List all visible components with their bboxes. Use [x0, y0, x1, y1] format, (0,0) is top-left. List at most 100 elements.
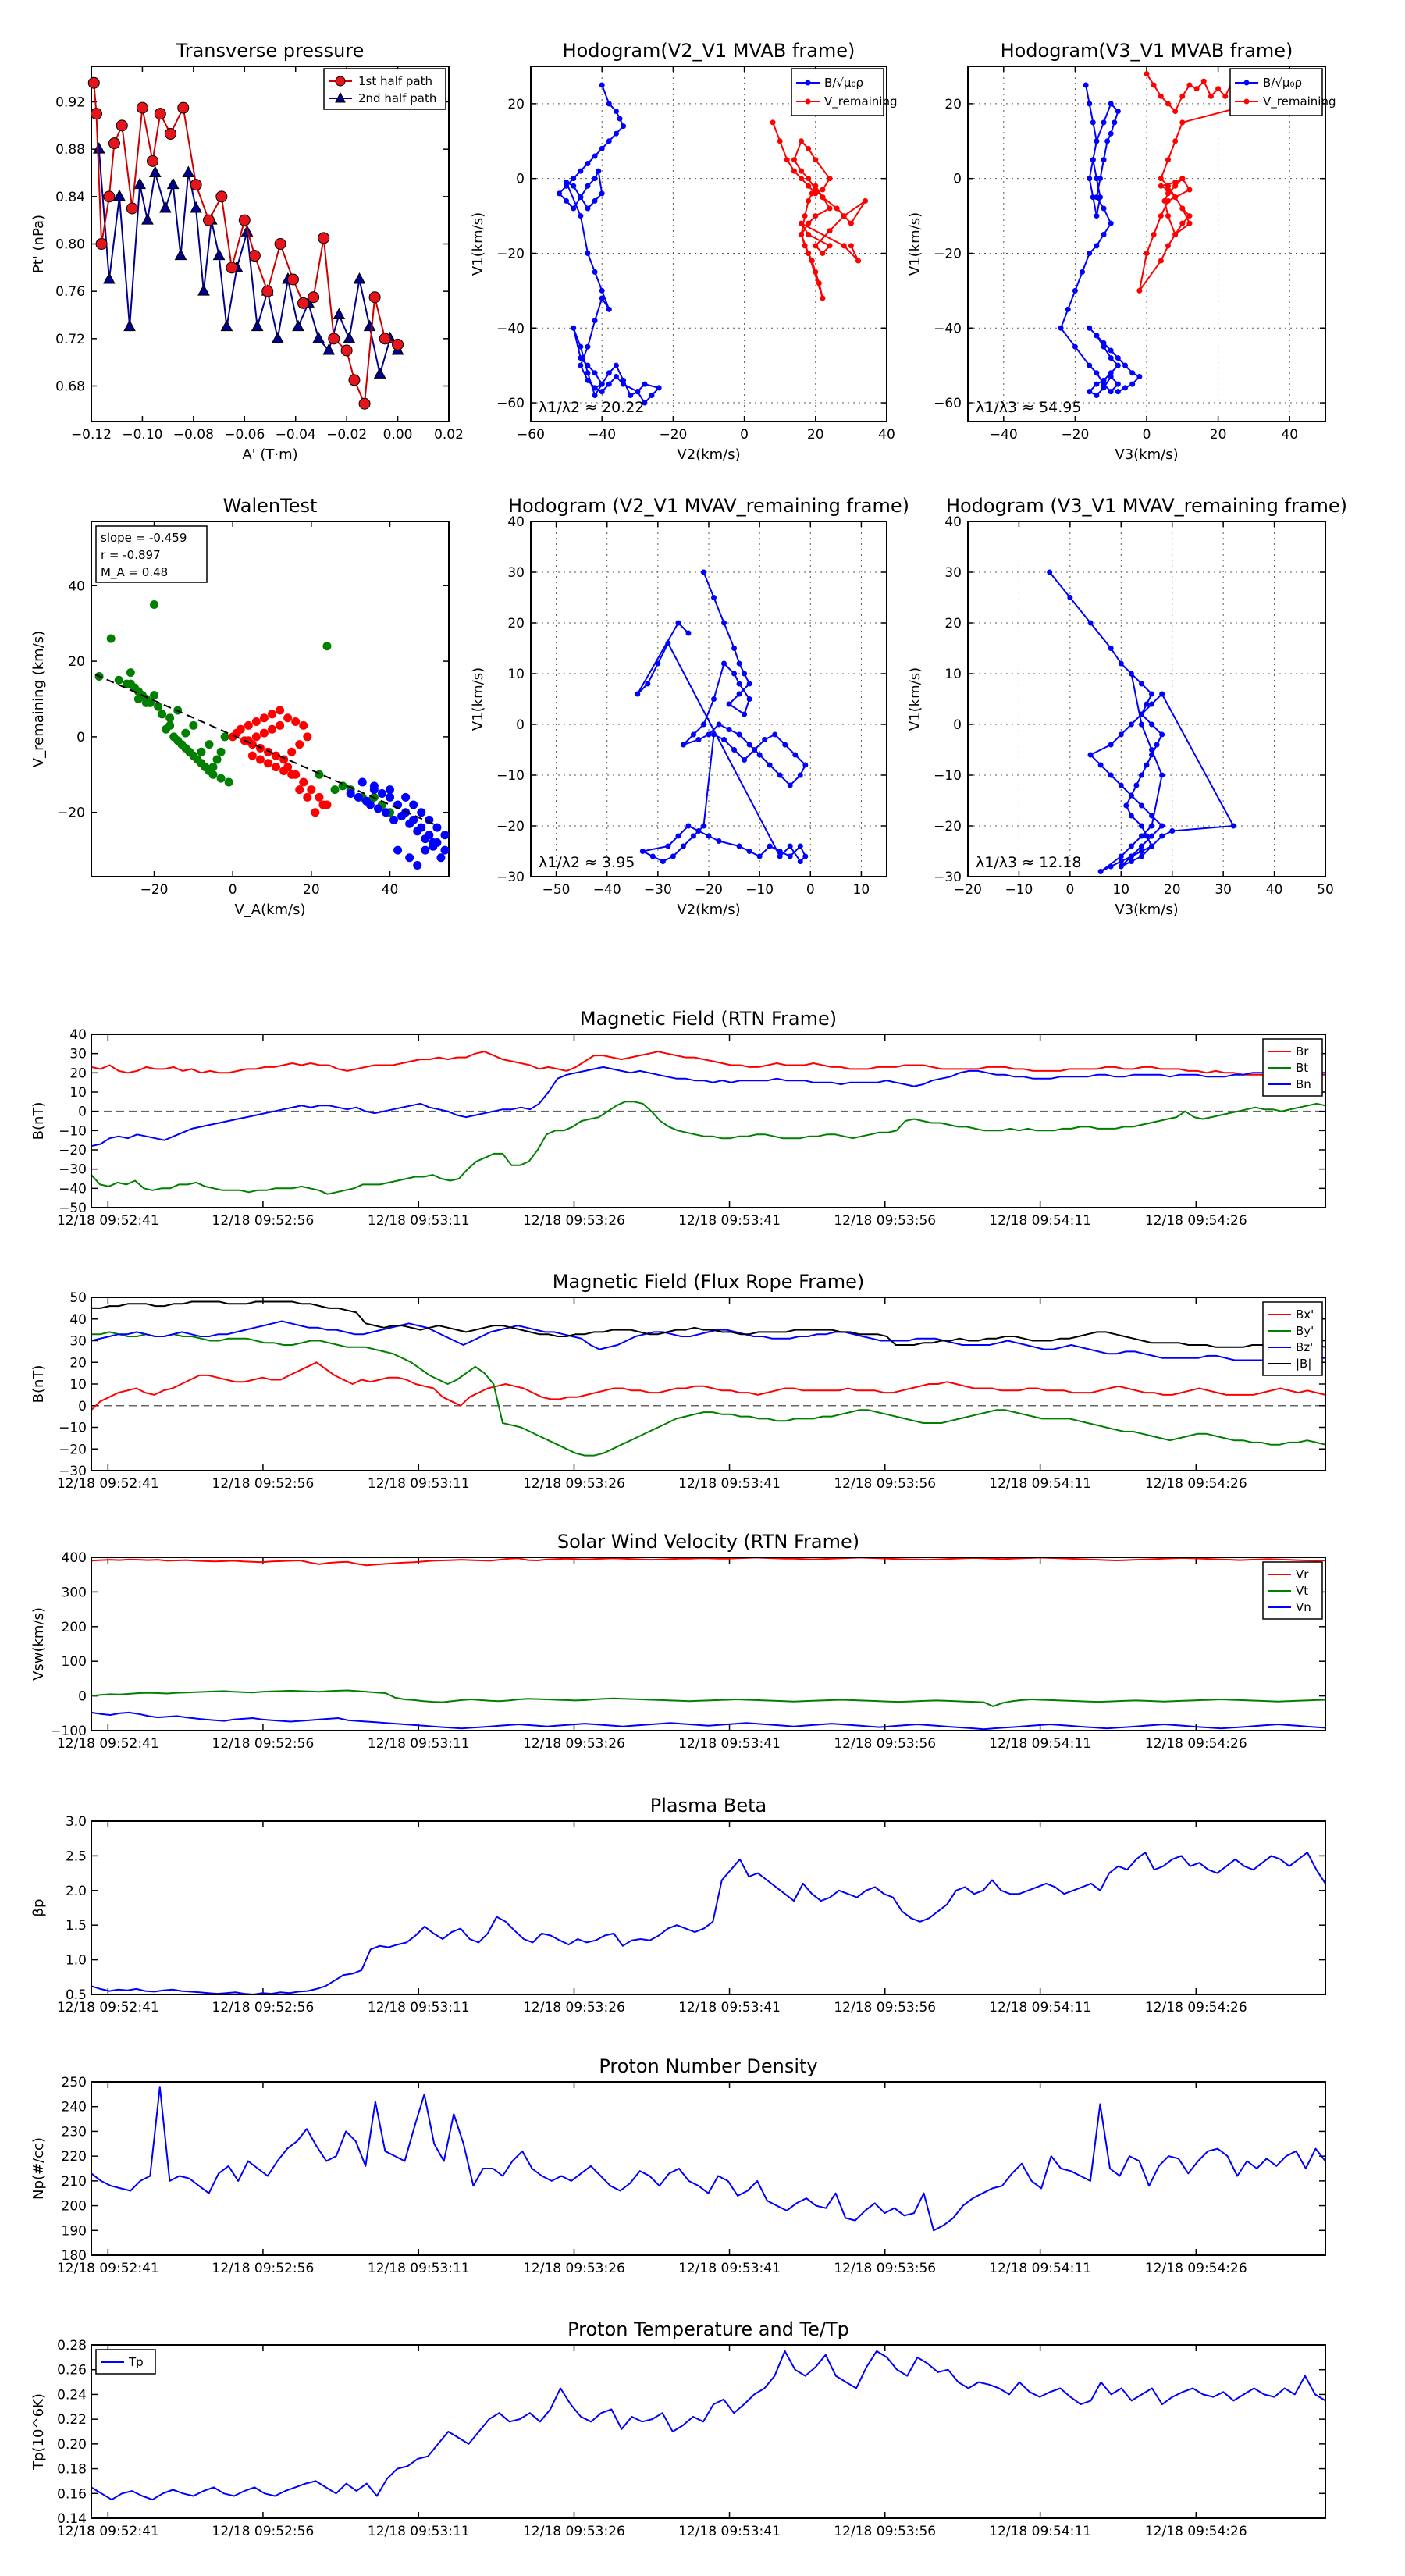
- time-tick-label: 12/18 09:53:11: [368, 2000, 470, 2016]
- path-point: [784, 157, 790, 163]
- path-point: [816, 280, 822, 286]
- path-point: [578, 168, 584, 174]
- path-point: [1165, 243, 1171, 249]
- path-point: [1108, 863, 1114, 870]
- time-tick-label: 12/18 09:52:41: [57, 2524, 159, 2539]
- time-tick-label: 12/18 09:54:11: [989, 1476, 1091, 1492]
- path-point: [797, 859, 803, 864]
- path-point: [599, 381, 605, 387]
- ytick-label: 200: [62, 2199, 87, 2215]
- axis-frame: [91, 66, 450, 422]
- ytick-label: 10: [69, 1377, 87, 1393]
- legend-label: V_remaining: [824, 94, 898, 109]
- scatter-point: [205, 740, 214, 749]
- path-point: [736, 681, 742, 687]
- path-point: [1149, 701, 1155, 707]
- time-tick-label: 12/18 09:54:11: [989, 1213, 1091, 1229]
- path-point: [1149, 752, 1155, 758]
- axis-xtick-label: 40: [1266, 882, 1283, 898]
- path-point: [621, 377, 627, 383]
- path-point: [564, 179, 570, 185]
- scatter-point: [251, 717, 261, 727]
- path-point: [1118, 863, 1124, 870]
- stats-box: [95, 525, 208, 583]
- path-point: [1108, 101, 1114, 107]
- path-point: [1097, 869, 1104, 874]
- path-point: [621, 123, 627, 130]
- scatter-point: [165, 720, 175, 730]
- path-point: [827, 228, 833, 234]
- path-point: [578, 362, 584, 368]
- time-tick-label: 12/18 09:54:11: [989, 1736, 1091, 1752]
- scatter-point: [181, 728, 190, 738]
- scatter-point: [287, 770, 297, 779]
- path-point: [1108, 389, 1114, 395]
- path-point: [1108, 772, 1114, 778]
- axis-xtick-label: 40: [1281, 427, 1298, 443]
- path-point: [1065, 306, 1071, 312]
- scatter-point: [315, 792, 324, 802]
- path-point: [1087, 362, 1093, 368]
- series-line-vn: [91, 1711, 1326, 1731]
- path-point: [787, 843, 793, 849]
- scatter-point: [263, 747, 272, 756]
- path-point: [1159, 833, 1165, 839]
- path-point: [746, 849, 752, 854]
- scatter-point: [303, 732, 312, 742]
- axis-xtick-label: 50: [1317, 882, 1334, 898]
- scatter-point: [369, 781, 379, 791]
- scatter-point: [276, 720, 285, 730]
- path-point: [606, 306, 612, 312]
- ytick-label: 40: [69, 1312, 87, 1328]
- axis-ytick-label: 0: [953, 717, 962, 733]
- triangle-point: [166, 177, 180, 190]
- series-line-vt: [91, 1689, 1326, 1707]
- axis-frame: [91, 2344, 1326, 2519]
- axis-ytick-label: 40: [507, 514, 525, 530]
- legend-label: Bx': [1296, 1308, 1314, 1322]
- stats-text: r = -0.897: [101, 548, 161, 562]
- path-point: [1087, 752, 1094, 758]
- series-line-bx: [91, 1361, 1326, 1411]
- axis-xtick-label: −0.06: [224, 427, 265, 443]
- ytick-label: 20: [69, 1355, 87, 1371]
- triangle-point: [292, 319, 304, 332]
- y-axis-label: βp: [30, 1899, 47, 1917]
- path-point: [777, 772, 783, 778]
- path-point: [782, 742, 788, 748]
- scatter-point: [386, 792, 395, 802]
- ytick-label: −50: [59, 1201, 87, 1216]
- path-point: [700, 569, 706, 575]
- path-point: [592, 385, 598, 391]
- triangle-point: [197, 284, 210, 296]
- path-point: [1158, 258, 1164, 264]
- triangle-point: [363, 319, 376, 332]
- path-point: [736, 843, 742, 849]
- axis-ytick-label: 0.92: [55, 95, 85, 111]
- path-point: [1101, 157, 1107, 163]
- path-point: [1154, 742, 1160, 748]
- legend-marker: [335, 76, 346, 87]
- path-point: [1101, 340, 1107, 346]
- path-point: [599, 287, 605, 294]
- chart-title: Transverse pressure: [176, 40, 365, 62]
- ytick-label: 0: [78, 1105, 87, 1120]
- path-point: [1097, 176, 1103, 182]
- ytick-label: 0.22: [57, 2412, 87, 2428]
- path-point: [731, 646, 738, 651]
- path-point: [1128, 792, 1134, 799]
- ytick-label: 0: [78, 1689, 87, 1705]
- path-point: [1172, 232, 1179, 238]
- scatter-point: [224, 777, 233, 787]
- circle-point: [328, 333, 340, 345]
- path-point: [613, 362, 619, 368]
- triangle-point: [148, 165, 162, 177]
- axis-xtick-label: 20: [1164, 882, 1181, 898]
- path-point: [1138, 711, 1144, 717]
- circle-point: [91, 108, 103, 120]
- time-tick-label: 12/18 09:53:56: [834, 2261, 936, 2276]
- path-point: [1200, 78, 1207, 84]
- time-tick-label: 12/18 09:53:56: [834, 2524, 936, 2539]
- scatter-point: [197, 747, 206, 756]
- scatter-point: [386, 785, 395, 795]
